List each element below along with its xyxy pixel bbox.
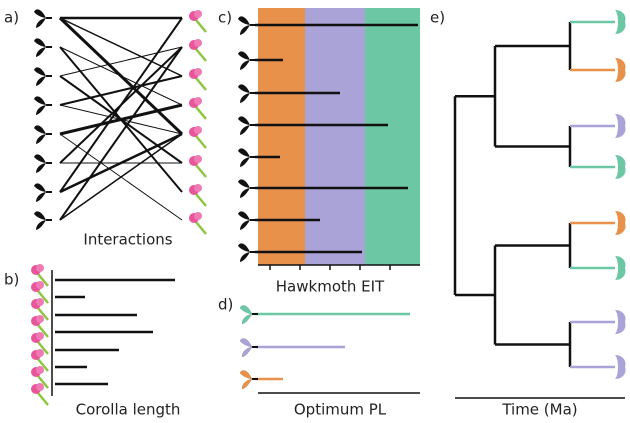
moth-icon bbox=[615, 58, 626, 82]
axis-label: Time (Ma) bbox=[501, 401, 577, 419]
axis-label: Interactions bbox=[83, 231, 172, 249]
moth-icon bbox=[238, 16, 256, 35]
moth-icon bbox=[240, 338, 252, 357]
moth-icon bbox=[34, 96, 52, 115]
moth-icon bbox=[615, 10, 626, 34]
axis-label: Hawkmoth EIT bbox=[276, 278, 385, 296]
moth-icon bbox=[34, 9, 52, 28]
flower-icon bbox=[189, 155, 206, 177]
moth-icon bbox=[34, 154, 52, 173]
panel-label: c) bbox=[218, 9, 232, 27]
interaction-link bbox=[60, 47, 182, 105]
flower-icon bbox=[189, 212, 206, 234]
flower-icon bbox=[189, 126, 206, 148]
panel-label: a) bbox=[4, 9, 19, 27]
moth-icon bbox=[240, 305, 252, 324]
figure: a) Interactions b) Corolla length c) Haw… bbox=[0, 0, 630, 423]
flower-icon bbox=[189, 39, 206, 61]
moth-icon bbox=[615, 310, 626, 334]
moth-icon bbox=[615, 114, 626, 138]
interaction-link bbox=[60, 76, 182, 105]
axis-label: Optimum PL bbox=[294, 401, 387, 419]
flower-icon bbox=[189, 10, 206, 32]
moth-icon bbox=[615, 155, 626, 179]
flower-icon bbox=[189, 68, 206, 90]
band bbox=[305, 8, 365, 265]
moth-icon bbox=[238, 243, 256, 262]
moth-icon bbox=[34, 38, 52, 57]
interaction-link bbox=[60, 47, 182, 220]
axis-label: Corolla length bbox=[76, 401, 181, 419]
panel-label: d) bbox=[218, 296, 233, 314]
panel-label: e) bbox=[430, 9, 445, 27]
moth-icon bbox=[238, 148, 256, 167]
flower-icon bbox=[189, 97, 206, 119]
interaction-link bbox=[60, 18, 182, 192]
moth-icon bbox=[34, 67, 52, 86]
moth-icon bbox=[240, 370, 252, 389]
flower-icon bbox=[189, 184, 206, 206]
moth-icon bbox=[238, 179, 256, 198]
moth-icon bbox=[34, 211, 52, 230]
panel-label: b) bbox=[4, 271, 19, 289]
moth-icon bbox=[238, 51, 256, 70]
moth-icon bbox=[238, 211, 256, 230]
moth-icon bbox=[615, 355, 626, 379]
band bbox=[258, 8, 305, 265]
moth-icon bbox=[34, 183, 52, 202]
moth-icon bbox=[238, 116, 256, 135]
moth-icon bbox=[615, 256, 626, 280]
moth-icon bbox=[615, 211, 626, 235]
moth-icon bbox=[34, 125, 52, 144]
band bbox=[365, 8, 420, 265]
moth-icon bbox=[238, 84, 256, 103]
